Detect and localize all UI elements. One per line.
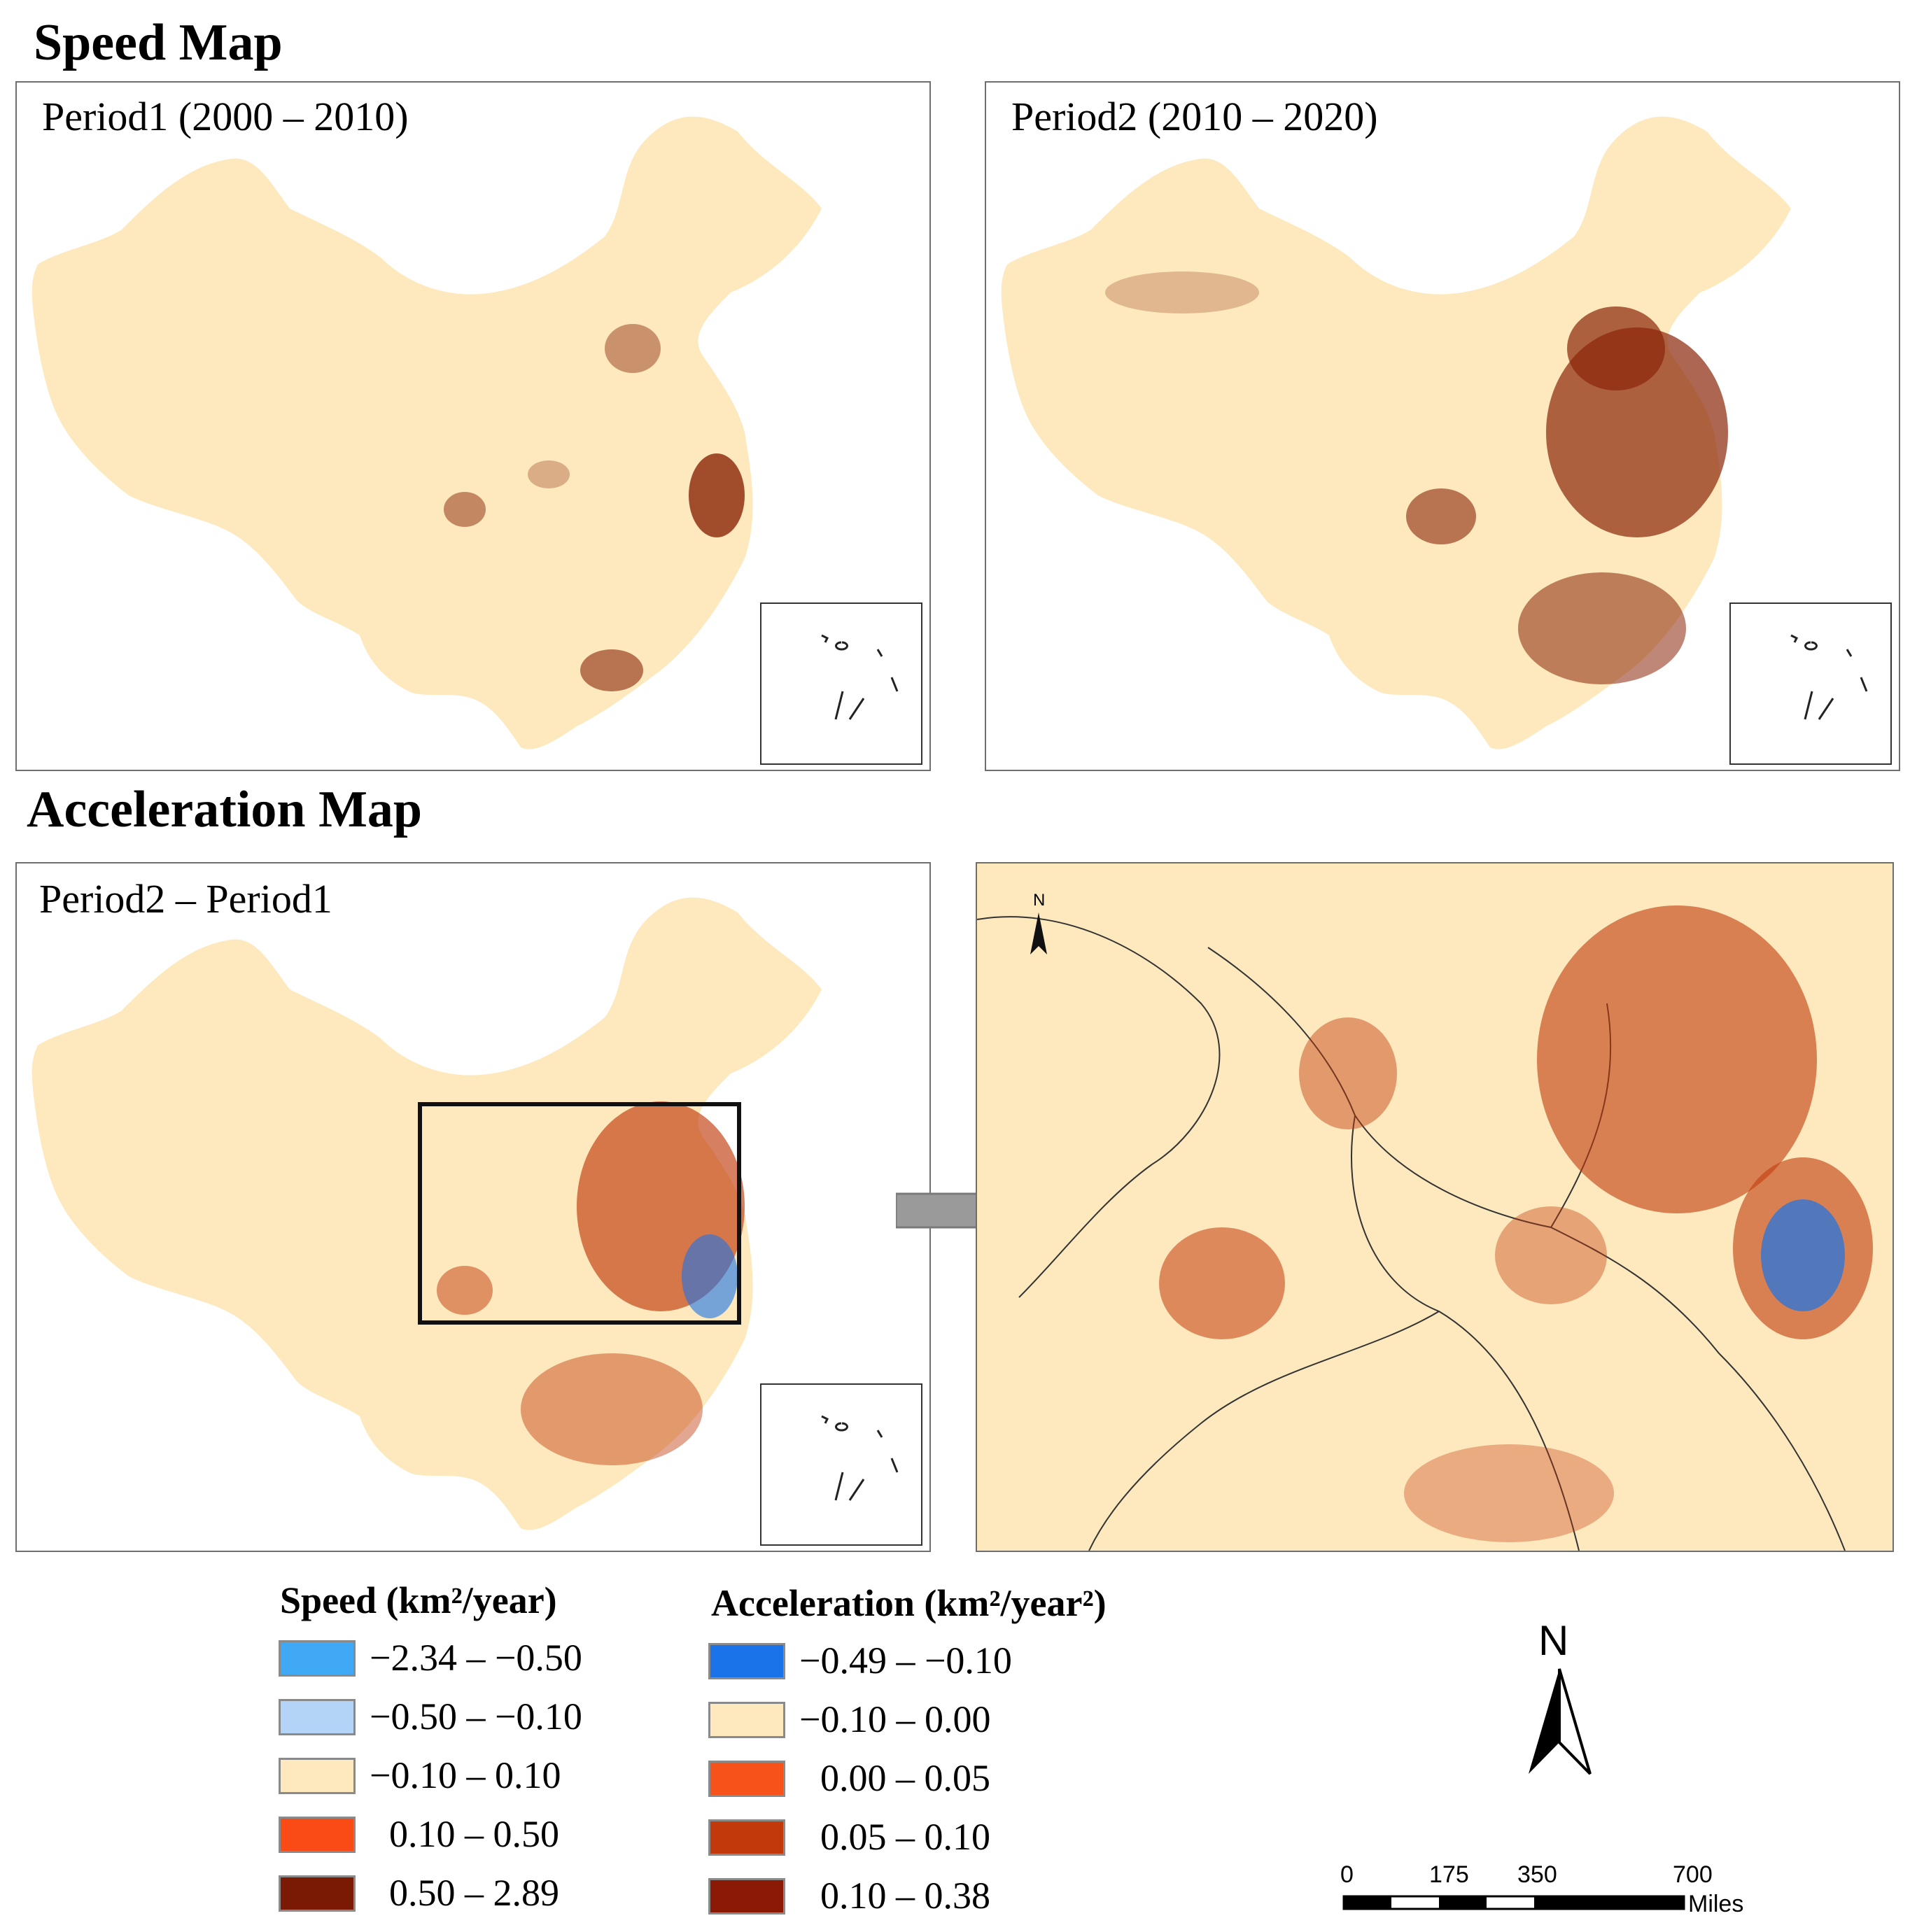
- cluster-north-china-plain: [1537, 905, 1817, 1213]
- cluster-south: [1404, 1444, 1614, 1542]
- speed-swatch-3: [279, 1817, 356, 1853]
- acceleration-zoom-map[interactable]: N: [976, 862, 1894, 1552]
- acceleration-swatch-4: [708, 1878, 785, 1915]
- zoom-extent-box: [418, 1102, 741, 1325]
- scale-bar: 0 175 350 700 Miles: [1337, 1861, 1785, 1924]
- speed-period1-inset: [760, 602, 922, 765]
- speed-period2-inset: [1729, 602, 1892, 765]
- speed-period1-urban-clusters: [444, 324, 745, 691]
- acceleration-swatch-2: [708, 1761, 785, 1797]
- acceleration-diff-map[interactable]: Period2 – Period1: [15, 862, 931, 1552]
- acceleration-diff-svg: [31, 897, 922, 1546]
- cluster-yangtze-decline: [1761, 1199, 1845, 1311]
- cluster-wuhan: [1495, 1206, 1607, 1304]
- acceleration-swatch-3: [708, 1819, 785, 1856]
- speed-range-2: −0.10 – 0.10: [370, 1754, 561, 1796]
- cluster-xinjiang: [1105, 272, 1259, 313]
- speed-swatch-2: [279, 1758, 356, 1794]
- acceleration-range-3: 0.05 – 0.10: [820, 1816, 990, 1858]
- acceleration-range-2: 0.00 – 0.05: [820, 1757, 990, 1799]
- cluster-wuhan: [528, 460, 570, 488]
- north-arrow-icon: [1529, 1668, 1592, 1775]
- acceleration-diff-inset: [760, 1383, 922, 1546]
- acceleration-diff-urban-clusters: [437, 1101, 745, 1465]
- cluster-sichuan: [1406, 488, 1476, 544]
- speed-range-3: 0.10 – 0.50: [389, 1813, 559, 1855]
- scale-unit: Miles: [1688, 1891, 1744, 1917]
- cluster-south-china: [521, 1353, 703, 1465]
- cluster-beijing: [605, 324, 661, 373]
- cluster-xian: [1299, 1017, 1397, 1129]
- acceleration-swatch-0: [708, 1643, 785, 1679]
- zoom-north-arrow-small: N: [1030, 891, 1047, 954]
- speed-range-4: 0.50 – 2.89: [389, 1872, 559, 1914]
- speed-range-1: −0.50 – −0.10: [370, 1695, 582, 1737]
- acceleration-map-title: Acceleration Map: [27, 781, 423, 838]
- speed-legend-title: Speed (km²/year): [280, 1579, 557, 1621]
- cluster-pearl-delta: [580, 649, 643, 691]
- acceleration-zoom-svg: N: [977, 863, 1893, 1551]
- speed-swatch-4: [279, 1875, 356, 1912]
- speed-period2-label: Period2 (2010 – 2020): [1011, 94, 1378, 139]
- north-arrow: N: [1519, 1616, 1603, 1777]
- speed-swatch-1: [279, 1699, 356, 1735]
- speed-period1-map[interactable]: Period1 (2000 – 2010): [15, 81, 931, 771]
- cluster-north-china-plain: [1567, 306, 1665, 390]
- cluster-chengdu: [444, 492, 486, 527]
- acceleration-range-1: −0.10 – 0.00: [799, 1698, 991, 1740]
- scale-tick-1: 175: [1429, 1861, 1469, 1888]
- cluster-south-china: [1518, 572, 1686, 684]
- speed-period2-urban-clusters: [1105, 272, 1728, 684]
- zoom-province-borders: [977, 916, 1846, 1551]
- svg-text:N: N: [1033, 891, 1045, 910]
- acceleration-range-4: 0.10 – 0.38: [820, 1875, 990, 1917]
- acceleration-range-0: −0.49 – −0.10: [799, 1640, 1012, 1681]
- zoom-urban-clusters: [1159, 905, 1873, 1542]
- acceleration-diff-label: Period2 – Period1: [39, 876, 332, 922]
- speed-period2-svg: [1001, 116, 1892, 765]
- acceleration-legend-title: Acceleration (km²/year²): [711, 1582, 1107, 1624]
- speed-map-title: Speed Map: [34, 14, 283, 71]
- speed-period1-svg: [31, 116, 922, 765]
- cluster-sichuan: [437, 1266, 493, 1315]
- acceleration-swatch-1: [708, 1702, 785, 1738]
- speed-period1-label: Period1 (2000 – 2010): [42, 94, 409, 139]
- scale-bar-graphic: [1342, 1895, 1685, 1910]
- scale-tick-2: 350: [1517, 1861, 1557, 1888]
- cluster-chongqing: [1159, 1227, 1285, 1339]
- north-arrow-label: N: [1538, 1617, 1569, 1664]
- speed-range-0: −2.34 – −0.50: [370, 1637, 582, 1679]
- cluster-yangtze-decline: [682, 1234, 738, 1318]
- cluster-yangtze-delta: [689, 453, 745, 537]
- scale-tick-0: 0: [1340, 1861, 1354, 1888]
- scale-tick-3: 700: [1673, 1861, 1713, 1888]
- speed-swatch-0: [279, 1640, 356, 1677]
- speed-period2-map[interactable]: Period2 (2010 – 2020): [985, 81, 1900, 771]
